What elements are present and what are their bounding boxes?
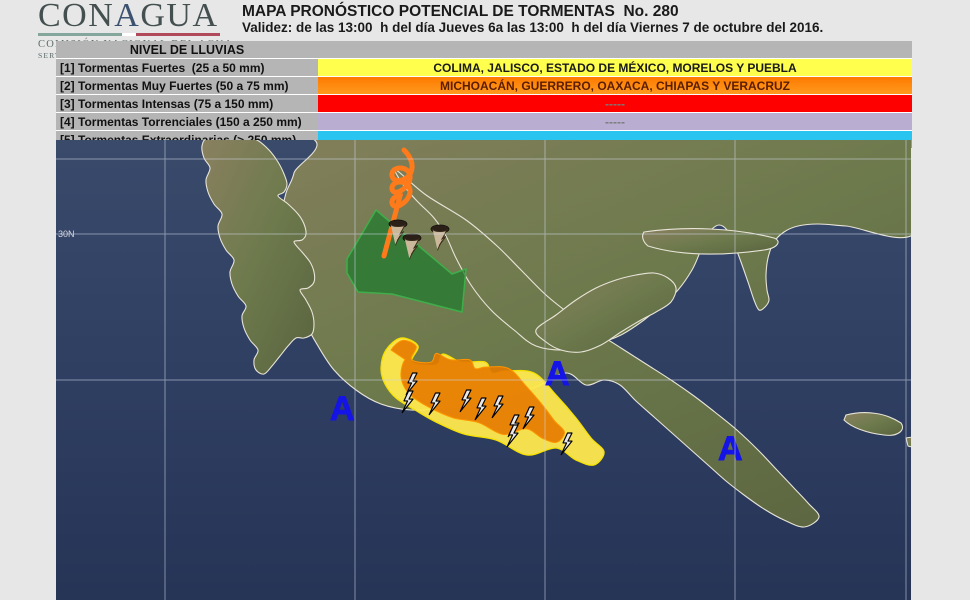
- svg-text:30N: 30N: [58, 229, 75, 239]
- svg-text:A: A: [545, 355, 570, 393]
- svg-text:A: A: [718, 430, 743, 468]
- svg-text:A: A: [330, 390, 355, 428]
